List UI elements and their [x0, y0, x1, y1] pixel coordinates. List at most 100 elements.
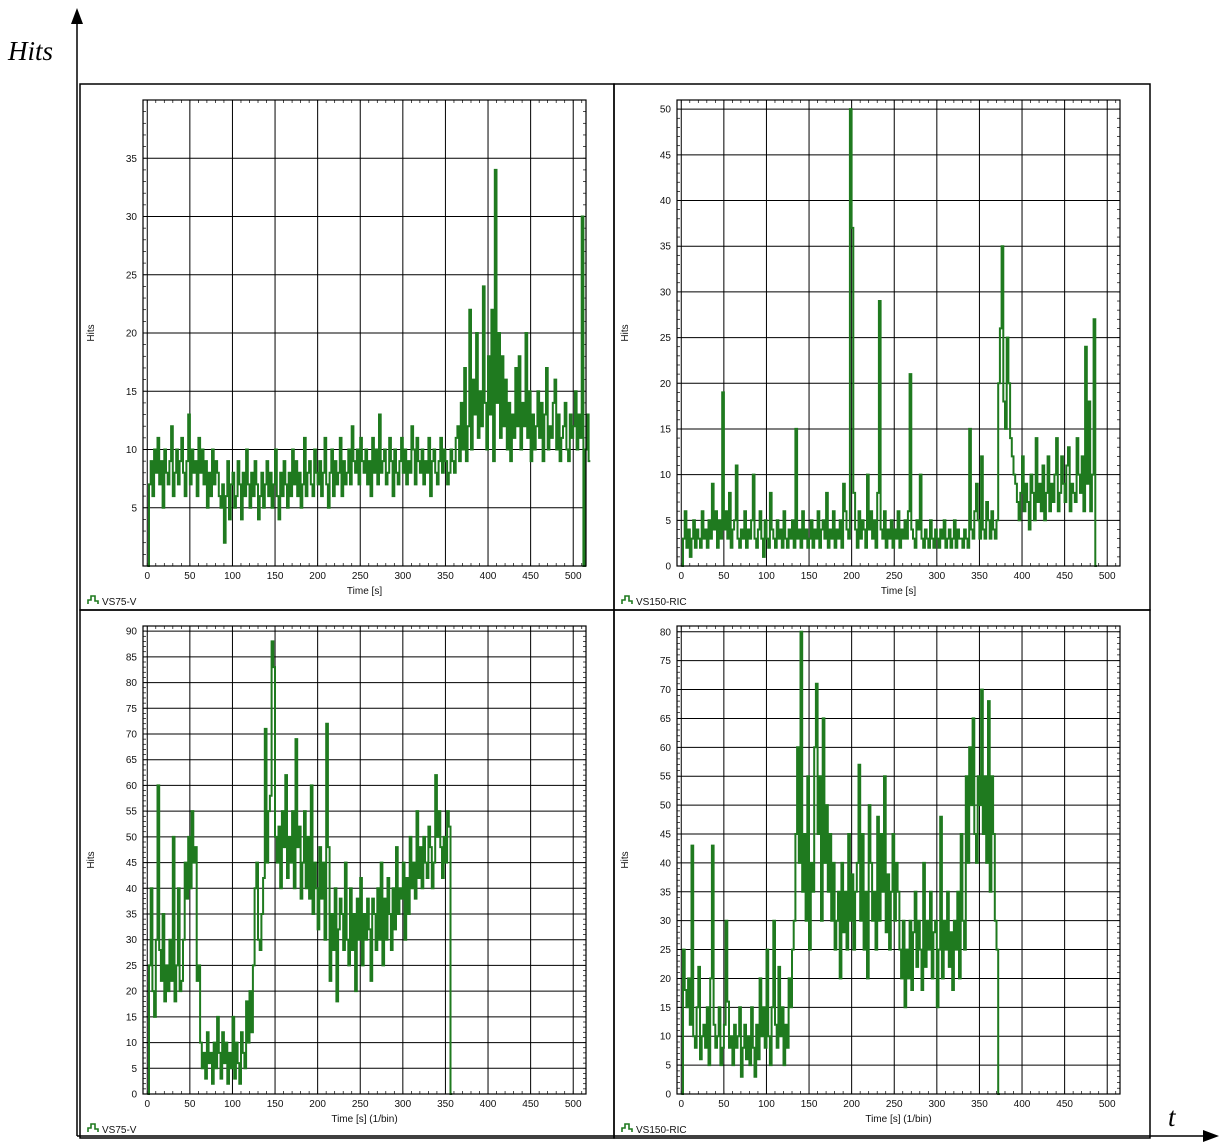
- x-tick-label: 50: [718, 1099, 730, 1110]
- panel-frame-bottom-right: [613, 609, 1151, 1139]
- x-tick-label: 100: [224, 1099, 241, 1110]
- y-tick-label: 85: [126, 652, 138, 663]
- y-tick-label: 5: [665, 516, 671, 527]
- x-tick-label: 300: [394, 1099, 411, 1110]
- x-tick-label: 500: [565, 571, 582, 582]
- legend-swatch-icon: [87, 595, 99, 604]
- x-tick-label: 50: [184, 1099, 196, 1110]
- y-tick-label: 5: [665, 1061, 671, 1072]
- y-tick-label: 45: [660, 150, 672, 161]
- y-axis-title: Hits: [86, 851, 97, 868]
- legend-swatch-icon: [87, 1123, 99, 1132]
- x-tick-label: 300: [394, 571, 411, 582]
- legend-label: VS150-RIC: [636, 1125, 687, 1136]
- x-tick-label: 0: [144, 571, 150, 582]
- x-tick-label: 150: [267, 571, 284, 582]
- x-tick-label: 450: [522, 1099, 539, 1110]
- series-line: [147, 640, 453, 1095]
- y-tick-label: 15: [126, 387, 138, 398]
- y-tick-label: 70: [126, 730, 138, 741]
- plot-frame: [676, 99, 1121, 567]
- y-tick-label: 0: [131, 1090, 137, 1101]
- chart-top-left: 0 50 100 150 200 250 300 350 400 450 500 5 10 15 20 25 3…: [86, 99, 591, 608]
- y-tick-label: 60: [660, 743, 672, 754]
- series-line: [681, 108, 1097, 567]
- y-tick-label: 65: [126, 755, 138, 766]
- y-tick-label: 35: [660, 887, 672, 898]
- y-tick-label: 20: [660, 974, 672, 985]
- chart-bottom-left: 0 50 100 150 200 250 300 350 400 450 500 0 5 10 15 20 25…: [86, 625, 587, 1136]
- y-tick-label: 40: [660, 196, 672, 207]
- series-line: [147, 168, 591, 567]
- y-tick-label: 5: [131, 1064, 137, 1075]
- x-tick-label: 50: [184, 571, 196, 582]
- y-tick-label: 15: [660, 424, 672, 435]
- y-tick-label: 25: [660, 333, 672, 344]
- outer-y-arrowhead-icon: [71, 8, 83, 24]
- outer-y-label: Hits: [7, 36, 53, 66]
- y-tick-label: 40: [126, 884, 138, 895]
- y-tick-label: 20: [126, 329, 138, 340]
- y-tick-label: 65: [660, 714, 672, 725]
- y-tick-label: 30: [126, 212, 138, 223]
- y-tick-label: 50: [660, 105, 672, 116]
- x-tick-label: 200: [309, 571, 326, 582]
- y-tick-label: 10: [660, 470, 672, 481]
- x-tick-label: 150: [801, 1099, 818, 1110]
- x-axis-title: Time [s] (1/bin): [865, 1114, 931, 1125]
- y-axis-title: Hits: [620, 324, 631, 341]
- y-tick-label: 10: [126, 1038, 138, 1049]
- legend-label: VS75-V: [102, 1125, 137, 1136]
- y-tick-label: 60: [126, 781, 138, 792]
- y-tick-label: 80: [660, 627, 672, 638]
- x-tick-label: 300: [928, 571, 945, 582]
- outer-axes: Hits t: [7, 8, 1219, 1142]
- y-tick-label: 20: [126, 987, 138, 998]
- x-tick-label: 150: [801, 571, 818, 582]
- y-tick-label: 10: [126, 445, 138, 456]
- legend-label: VS75-V: [102, 597, 137, 608]
- x-tick-label: 250: [886, 571, 903, 582]
- y-tick-label: 35: [126, 910, 138, 921]
- y-tick-label: 55: [126, 807, 138, 818]
- y-tick-label: 25: [660, 945, 672, 956]
- y-tick-label: 50: [660, 801, 672, 812]
- y-tick-label: 25: [126, 270, 138, 281]
- x-tick-label: 0: [144, 1099, 150, 1110]
- series-line: [681, 630, 1000, 1095]
- y-tick-label: 70: [660, 685, 672, 696]
- x-tick-label: 200: [309, 1099, 326, 1110]
- y-tick-label: 75: [126, 704, 138, 715]
- y-tick-label: 30: [126, 935, 138, 946]
- plot-area: [677, 100, 1120, 566]
- y-tick-label: 55: [660, 772, 672, 783]
- x-tick-label: 300: [928, 1099, 945, 1110]
- x-axis-title: Time [s]: [881, 586, 916, 597]
- x-tick-label: 200: [843, 1099, 860, 1110]
- y-tick-label: 40: [660, 858, 672, 869]
- x-tick-label: 250: [352, 571, 369, 582]
- x-tick-label: 250: [886, 1099, 903, 1110]
- y-axis-title: Hits: [86, 324, 97, 341]
- x-tick-label: 400: [1014, 1099, 1031, 1110]
- y-tick-label: 50: [126, 832, 138, 843]
- plot-frame: [676, 625, 1121, 1095]
- x-tick-label: 350: [971, 571, 988, 582]
- x-tick-label: 0: [678, 1099, 684, 1110]
- y-tick-label: 45: [126, 858, 138, 869]
- legend-label: VS150-RIC: [636, 597, 687, 608]
- y-tick-label: 35: [660, 242, 672, 253]
- x-tick-label: 350: [971, 1099, 988, 1110]
- y-tick-label: 20: [660, 379, 672, 390]
- x-tick-label: 400: [480, 1099, 497, 1110]
- y-axis-title: Hits: [620, 851, 631, 868]
- chart-top-right: 0 50 100 150 200 250 300 350 400 450 500 0 5 10 15 20 25…: [620, 99, 1121, 608]
- y-tick-label: 15: [660, 1003, 672, 1014]
- y-tick-label: 35: [126, 154, 138, 165]
- y-tick-label: 10: [660, 1032, 672, 1043]
- x-tick-label: 350: [437, 1099, 454, 1110]
- x-tick-label: 100: [758, 1099, 775, 1110]
- x-axis-title: Time [s]: [347, 586, 382, 597]
- x-tick-label: 400: [1014, 571, 1031, 582]
